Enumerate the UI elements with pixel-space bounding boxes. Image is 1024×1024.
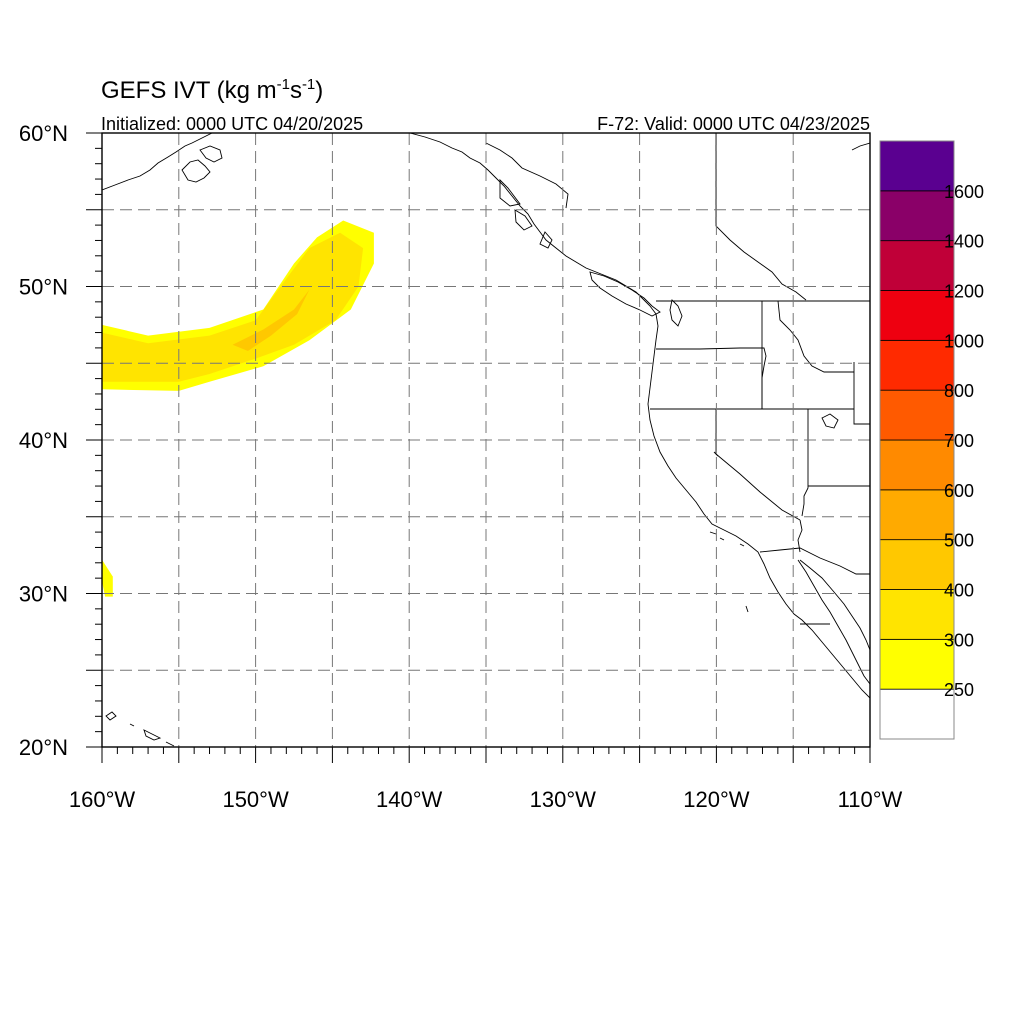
- colorbar-box: [879, 190, 955, 242]
- colorbar-label: 1200: [944, 282, 984, 302]
- puget-sound: [669, 299, 683, 327]
- figure-title: GEFS IVT (kg m-1s-1): [101, 76, 323, 104]
- x-tick-label: 120°W: [683, 787, 750, 812]
- arctic-coast-top-right: [851, 142, 870, 151]
- colorbar-label: 250: [944, 680, 974, 700]
- guadalupe-island: [745, 605, 749, 613]
- us-mexico-border: [759, 547, 870, 575]
- colorbar-label: 1600: [944, 182, 984, 202]
- colorbar: 250 300 400 500 600 700 800 1000 1200 1400 1600: [879, 140, 984, 740]
- colorbar-label: 600: [944, 481, 974, 501]
- valid-time-label: F-72: Valid: 0000 UTC 04/23/2025: [597, 114, 870, 134]
- y-tick-label: 20°N: [19, 735, 68, 760]
- colorbar-box: [879, 688, 955, 740]
- axis-tick-labels: 160°W 150°W 140°W 130°W 120°W 110°W 20°N 30°N 40…: [19, 121, 903, 812]
- colorbar-label: 1400: [944, 232, 984, 252]
- colorbar-box: [879, 539, 955, 590]
- ivt-300-contour: [102, 232, 364, 382]
- title-superscript-2: -1: [302, 76, 315, 93]
- y-tick-label: 40°N: [19, 428, 68, 453]
- idaho-border: [761, 300, 854, 409]
- colorbar-box: [879, 638, 955, 690]
- kodiak-island: [181, 159, 211, 183]
- panhandle-islands: [499, 178, 553, 249]
- colorbar-label: 800: [944, 381, 974, 401]
- ivt-400-contour: [232, 289, 310, 351]
- colorbar-label: 500: [944, 531, 974, 551]
- x-tick-label: 110°W: [838, 787, 903, 812]
- nevada-utah-border: [801, 409, 809, 517]
- great-salt-lake: [821, 413, 839, 429]
- california-arizona-border: [797, 519, 803, 553]
- gulf-of-alaska-coast: [409, 133, 657, 315]
- title-superscript-1: -1: [277, 76, 290, 93]
- gridlines: [102, 133, 870, 747]
- us-west-coast: [647, 313, 870, 699]
- colorbar-box: [879, 439, 955, 491]
- colorbar-frame: [879, 140, 955, 740]
- x-tick-label: 160°W: [69, 787, 136, 812]
- coastlines: [102, 133, 870, 747]
- hawaii-islands: [105, 711, 175, 747]
- x-tick-label: 130°W: [530, 787, 597, 812]
- bc-alberta-border: [715, 133, 807, 301]
- colorbar-label: 300: [944, 630, 974, 650]
- colorbar-box: [879, 589, 955, 640]
- colorbar-label: 700: [944, 431, 974, 451]
- kenai-coast: [199, 145, 223, 163]
- alaska-peninsula-coast: [102, 133, 213, 191]
- map-frame: [101, 132, 871, 748]
- colorbar-label: 400: [944, 581, 974, 601]
- y-tick-label: 60°N: [19, 121, 68, 146]
- colorbar-box: [879, 489, 955, 541]
- axis-ticks: [86, 132, 871, 763]
- colorbar-box: [879, 240, 955, 291]
- colorbar-box: [879, 339, 955, 391]
- colorbar-label: 1000: [944, 331, 984, 351]
- x-tick-label: 140°W: [376, 787, 443, 812]
- baja-gulf-coast: [797, 559, 870, 685]
- colorbar-box: [879, 290, 955, 341]
- x-tick-label: 150°W: [222, 787, 289, 812]
- colorbar-box: [879, 389, 955, 441]
- ivt-shading: [102, 220, 374, 597]
- wyoming-border: [853, 362, 870, 425]
- init-time-label: Initialized: 0000 UTC 04/20/2025: [101, 114, 363, 134]
- alaska-canada-border: [485, 142, 569, 209]
- y-tick-label: 50°N: [19, 275, 68, 300]
- channel-islands: [709, 531, 745, 547]
- colorbar-box: [879, 140, 955, 192]
- mexico-mainland-coast: [799, 559, 870, 651]
- y-tick-label: 30°N: [19, 582, 68, 607]
- ivt-250-small-patch: [102, 559, 113, 597]
- map-panel: [86, 132, 871, 763]
